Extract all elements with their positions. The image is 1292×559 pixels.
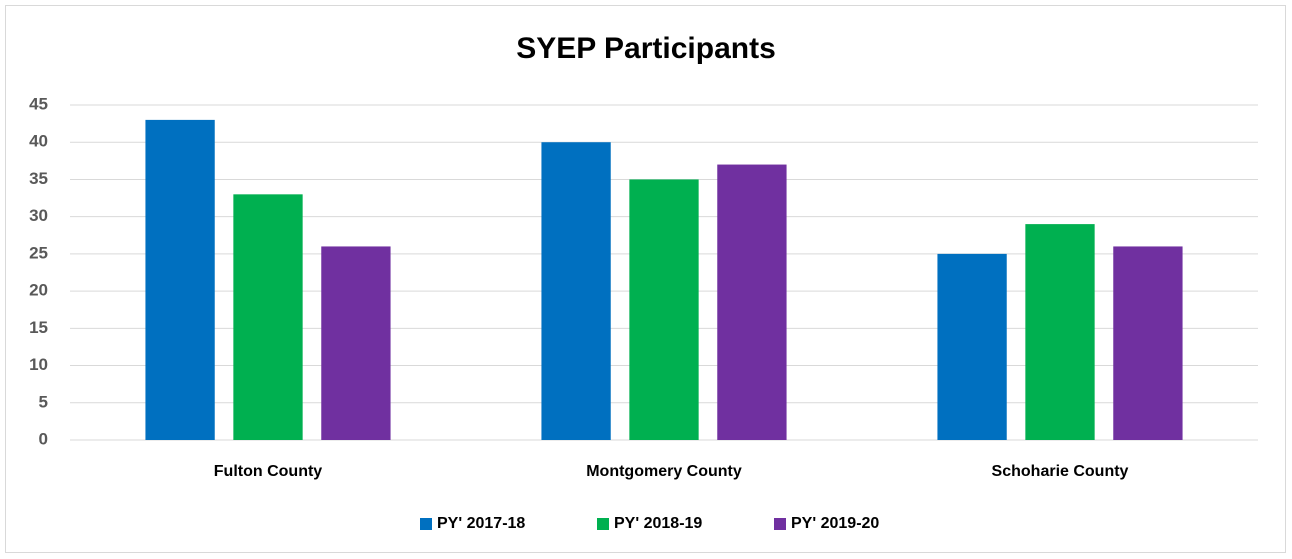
legend-label: PY' 2017-18: [437, 515, 525, 532]
y-tick-label: 0: [39, 429, 48, 448]
y-tick-label: 35: [29, 169, 48, 188]
bar: [1025, 224, 1095, 440]
bar: [629, 179, 699, 440]
bar: [145, 119, 215, 440]
bar: [321, 246, 391, 440]
bar: [233, 194, 303, 440]
x-tick-label: Schoharie County: [992, 463, 1129, 480]
y-tick-label: 15: [29, 318, 48, 337]
bar: [541, 142, 611, 440]
legend-swatch: [597, 518, 609, 530]
y-tick-label: 40: [29, 132, 48, 151]
y-tick-label: 10: [29, 355, 48, 374]
x-tick-label: Fulton County: [214, 463, 323, 480]
bar: [937, 253, 1007, 440]
y-tick-label: 20: [29, 281, 48, 300]
legend-label: PY' 2018-19: [614, 515, 702, 532]
bar: [717, 164, 787, 441]
y-tick-label: 5: [39, 392, 48, 411]
y-tick-label: 30: [29, 206, 48, 225]
y-tick-label: 25: [29, 243, 48, 262]
legend-swatch: [774, 518, 786, 530]
y-tick-label: 45: [29, 94, 48, 113]
legend-label: PY' 2019-20: [791, 515, 879, 532]
x-tick-label: Montgomery County: [586, 463, 742, 480]
chart-title: SYEP Participants: [516, 32, 776, 65]
bar: [1113, 246, 1183, 440]
legend-swatch: [420, 518, 432, 530]
